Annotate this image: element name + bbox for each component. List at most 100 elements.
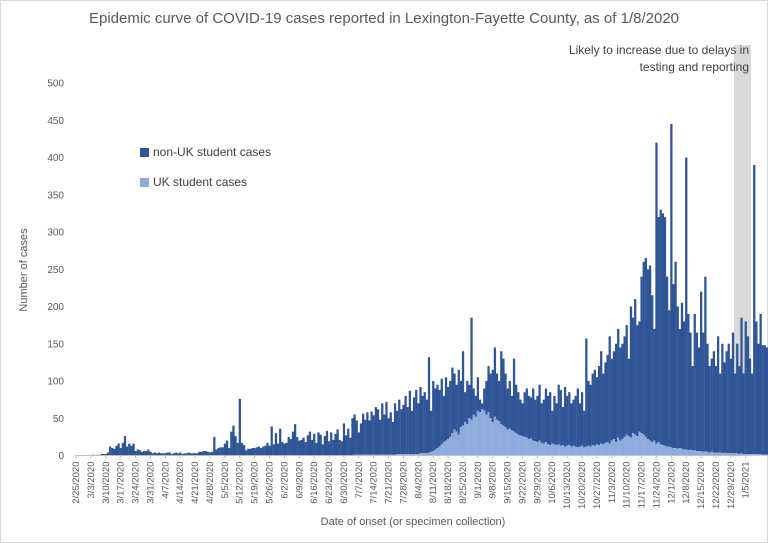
bar-uk bbox=[744, 454, 747, 456]
bar-uk bbox=[663, 445, 667, 456]
bar-uk bbox=[699, 451, 703, 456]
x-tick-label: 3/24/2020 bbox=[131, 462, 142, 504]
x-axis-label: Date of onset (or specimen collection) bbox=[320, 516, 506, 528]
bar-non-uk bbox=[249, 448, 252, 456]
bar-non-uk bbox=[544, 388, 548, 443]
bar-non-uk bbox=[211, 451, 214, 456]
bar-non-uk bbox=[417, 403, 420, 455]
bar-uk bbox=[610, 440, 613, 456]
bar-non-uk bbox=[634, 299, 637, 435]
bar-non-uk bbox=[691, 366, 694, 451]
bar-uk bbox=[625, 434, 628, 456]
bar-non-uk bbox=[408, 390, 412, 455]
x-tick-label: 11/17/2020 bbox=[637, 462, 648, 509]
bar-non-uk bbox=[283, 443, 286, 456]
bar-non-uk bbox=[589, 384, 592, 447]
bar-uk bbox=[408, 454, 412, 456]
bar-uk bbox=[563, 446, 567, 456]
bar-non-uk bbox=[593, 369, 596, 446]
bar-non-uk bbox=[710, 358, 713, 452]
x-tick-label: 12/29/2020 bbox=[726, 462, 737, 510]
bar-non-uk bbox=[174, 452, 178, 456]
bar-non-uk bbox=[483, 388, 486, 411]
bar-uk bbox=[657, 442, 660, 456]
bar-uk bbox=[481, 409, 484, 456]
bar-uk bbox=[455, 431, 458, 456]
bar-non-uk bbox=[219, 447, 222, 456]
bar-non-uk bbox=[332, 439, 335, 456]
bar-non-uk bbox=[676, 306, 679, 449]
y-tick-label: 100 bbox=[47, 377, 64, 388]
x-tick-label: 4/28/2020 bbox=[205, 462, 216, 504]
y-tick-label: 0 bbox=[58, 451, 64, 462]
bar-non-uk bbox=[680, 302, 684, 449]
bar-non-uk bbox=[687, 313, 690, 451]
bar-uk bbox=[648, 440, 652, 456]
bar-non-uk bbox=[378, 419, 382, 455]
bar-uk bbox=[504, 427, 507, 456]
bar-uk bbox=[474, 416, 477, 456]
bar-non-uk bbox=[640, 276, 643, 434]
bar-uk bbox=[716, 452, 720, 456]
x-tick-label: 10/6/2020 bbox=[547, 462, 558, 504]
x-tick-label: 6/23/2020 bbox=[324, 462, 335, 504]
x-tick-label: 8/4/2020 bbox=[413, 462, 424, 499]
bar-uk bbox=[415, 454, 418, 456]
bar-non-uk bbox=[355, 420, 358, 455]
bar-uk bbox=[555, 445, 558, 456]
x-tick-label: 9/15/2020 bbox=[503, 462, 514, 504]
bar-non-uk bbox=[234, 436, 237, 456]
bar-non-uk bbox=[555, 403, 558, 446]
bar-non-uk bbox=[557, 384, 560, 445]
bar-non-uk bbox=[498, 381, 501, 422]
legend-swatch-non-uk bbox=[140, 148, 149, 157]
bar-non-uk bbox=[519, 399, 522, 436]
bar-non-uk bbox=[682, 321, 686, 450]
bar-non-uk bbox=[461, 351, 465, 426]
bar-non-uk bbox=[255, 447, 258, 456]
bar-non-uk bbox=[393, 403, 397, 455]
x-tick-label: 10/27/2020 bbox=[592, 462, 603, 510]
x-tick-label: 3/31/2020 bbox=[145, 462, 156, 504]
bar-non-uk bbox=[130, 445, 133, 456]
bar-non-uk bbox=[366, 412, 369, 455]
bar-uk bbox=[485, 414, 488, 456]
bar-non-uk bbox=[145, 451, 148, 456]
bar-non-uk bbox=[181, 454, 184, 456]
bar-non-uk bbox=[668, 310, 671, 447]
bar-non-uk bbox=[476, 377, 480, 411]
bar-non-uk bbox=[100, 454, 103, 456]
bar-uk bbox=[451, 433, 454, 456]
bar-non-uk bbox=[438, 389, 441, 447]
bar-non-uk bbox=[736, 343, 739, 454]
bar-non-uk bbox=[304, 442, 307, 456]
bar-non-uk bbox=[238, 398, 241, 456]
bar-non-uk bbox=[629, 306, 633, 438]
bar-non-uk bbox=[699, 291, 703, 452]
bar-uk bbox=[731, 453, 735, 456]
bar-uk bbox=[561, 445, 565, 456]
bar-uk bbox=[725, 453, 728, 456]
bar-non-uk bbox=[751, 373, 754, 455]
bar-non-uk bbox=[185, 453, 188, 456]
bar-non-uk bbox=[383, 414, 386, 455]
bar-uk bbox=[500, 424, 503, 456]
bar-non-uk bbox=[327, 441, 331, 456]
bar-non-uk bbox=[138, 450, 142, 456]
bar-non-uk bbox=[542, 399, 545, 444]
bar-uk bbox=[525, 437, 528, 456]
bar-non-uk bbox=[510, 395, 514, 431]
bar-non-uk bbox=[208, 452, 212, 456]
bar-non-uk bbox=[119, 448, 122, 456]
bar-non-uk bbox=[525, 388, 528, 438]
bar-non-uk bbox=[636, 325, 639, 437]
bar-non-uk bbox=[287, 436, 290, 456]
x-tick-label: 5/12/2020 bbox=[235, 462, 246, 504]
bar-non-uk bbox=[725, 351, 728, 454]
bar-uk bbox=[472, 414, 475, 456]
bar-uk bbox=[487, 412, 490, 456]
bar-uk bbox=[729, 453, 733, 456]
bar-non-uk bbox=[523, 392, 526, 437]
x-tick-label: 11/24/2020 bbox=[651, 462, 662, 509]
